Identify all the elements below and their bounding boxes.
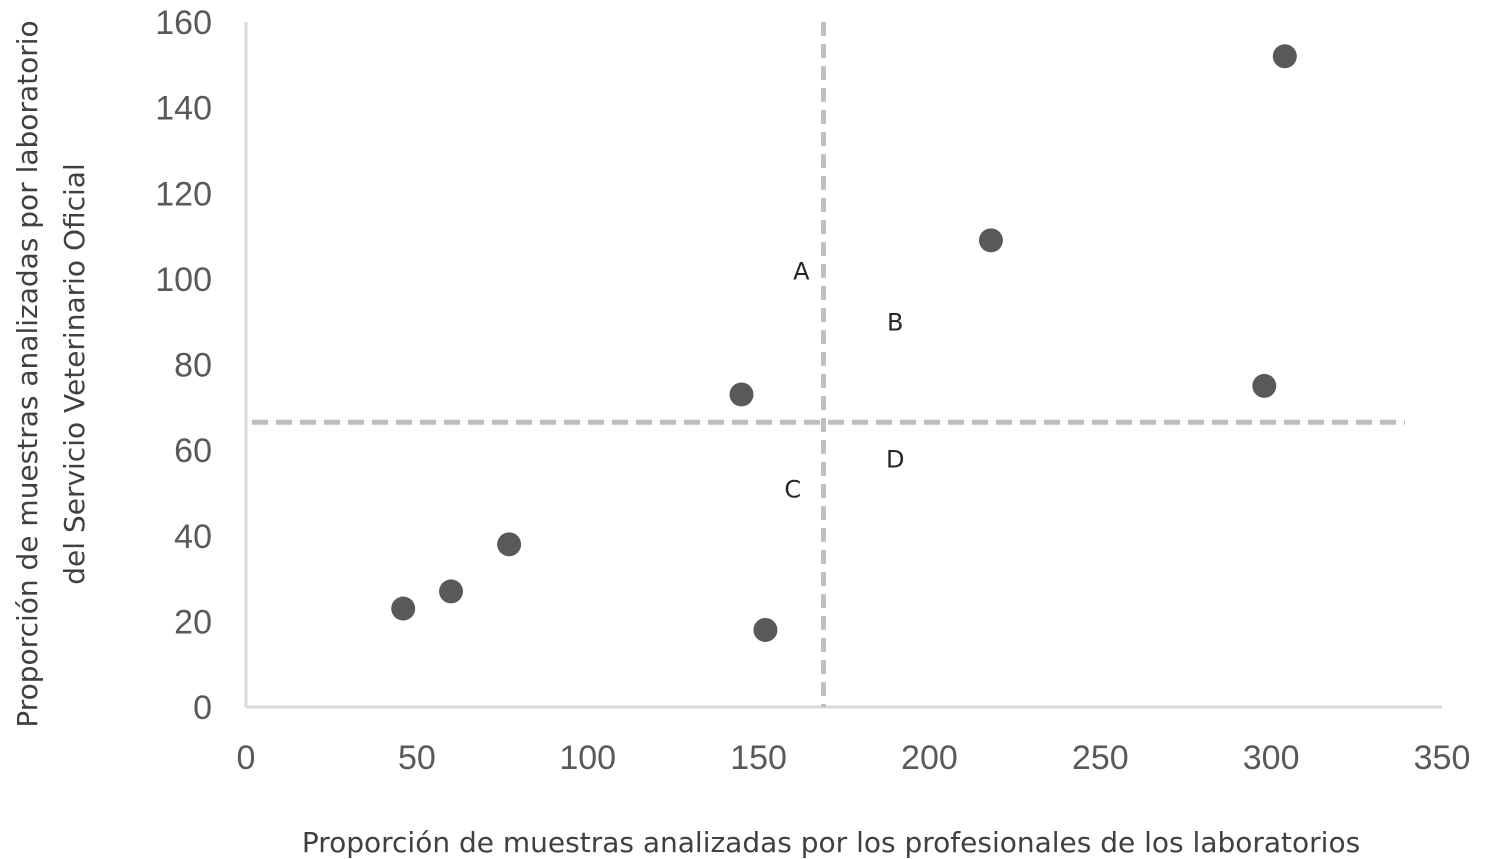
x-tick-label: 150	[730, 739, 787, 777]
data-point	[729, 382, 754, 407]
y-tick-label: 140	[155, 90, 212, 128]
x-tick-label: 300	[1243, 739, 1300, 777]
x-axis-title: Proporción de muestras analizadas por lo…	[302, 826, 1360, 859]
data-point	[1252, 373, 1277, 398]
axes	[244, 22, 1442, 709]
quadrant-label: B	[887, 309, 903, 337]
x-tick-label: 0	[237, 739, 256, 777]
data-point	[1272, 44, 1297, 69]
y-tick-label: 80	[174, 347, 212, 385]
y-tick-label: 20	[174, 603, 212, 641]
quadrant-labels: A B C D	[784, 257, 904, 503]
reference-lines	[252, 22, 1405, 707]
quadrant-label: D	[886, 446, 904, 474]
data-point	[978, 228, 1003, 253]
data-point	[391, 596, 416, 621]
x-tick-labels: 0 50 100 150 200 250 300 350	[237, 739, 1471, 777]
data-point	[439, 579, 464, 604]
x-tick-label: 100	[559, 739, 616, 777]
data-point	[753, 617, 778, 642]
y-tick-label: 40	[174, 518, 212, 556]
x-tick-label: 350	[1414, 739, 1471, 777]
x-tick-label: 50	[398, 739, 436, 777]
y-axis-title-line-1: Proporción de muestras analizadas por la…	[11, 20, 44, 727]
quadrant-label: C	[784, 476, 801, 504]
x-tick-label: 200	[901, 739, 958, 777]
y-axis-title-line-2: del Servicio Veterinario Oficial	[58, 163, 91, 584]
y-axis-title: Proporción de muestras analizadas por la…	[11, 20, 91, 727]
y-tick-label: 120	[155, 175, 212, 213]
y-tick-label: 160	[155, 4, 212, 42]
y-tick-label: 0	[193, 689, 212, 727]
y-tick-label: 60	[174, 432, 212, 470]
x-tick-label: 250	[1072, 739, 1129, 777]
y-tick-labels: 0 20 40 60 80 100 120 140 160	[155, 4, 212, 727]
data-points	[391, 44, 1297, 642]
data-point	[497, 532, 522, 557]
quadrant-label: A	[793, 257, 810, 285]
y-tick-label: 100	[155, 261, 212, 299]
